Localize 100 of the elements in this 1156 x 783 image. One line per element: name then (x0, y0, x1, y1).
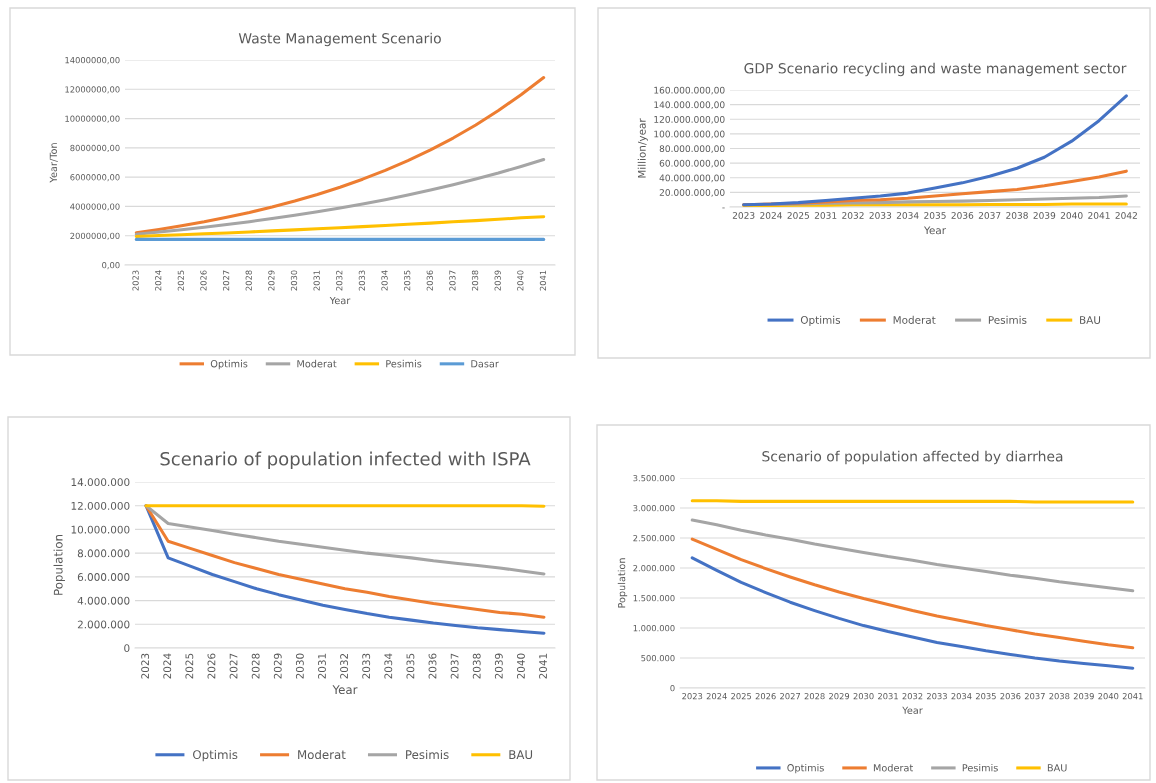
y-axis-title: Population (53, 534, 65, 595)
x-tick-label: 2028 (245, 270, 252, 291)
x-tick-label: 2033 (362, 653, 371, 679)
y-tick-label: 0 (670, 684, 675, 692)
y-tick-label: 80.000.000,00 (659, 145, 725, 153)
y-tick-label: 140.000.000,00 (654, 101, 725, 110)
x-tick-label: 2037 (450, 653, 459, 679)
x-tick-label: 2038 (472, 653, 481, 679)
y-tick-label: 6.000.000 (77, 573, 130, 581)
line-series (690, 556, 1135, 670)
y-axis-title: Million/year (637, 118, 648, 178)
x-tick-label: 2040 (1098, 693, 1119, 700)
x-tick-label: 2036 (426, 270, 433, 291)
y-tick-label: 20.000.000,00 (659, 189, 725, 197)
x-tick-label: 2025 (185, 653, 194, 679)
x-tick-label: 2038 (471, 270, 479, 291)
x-tick-label: 2040 (516, 653, 525, 679)
x-tick-label: 2034 (384, 653, 393, 679)
x-tick-label: 2035 (924, 212, 946, 219)
x-tick-label: 2039 (1073, 693, 1094, 700)
y-tick-label: 14000000,00 (65, 56, 120, 65)
legend-label: BAU (1080, 316, 1101, 324)
x-tick-label: 2024 (760, 212, 782, 219)
y-tick-label: 12.000.000 (71, 501, 130, 510)
legend-label: Dasar (471, 360, 499, 368)
x-tick-label: 2031 (313, 270, 320, 291)
line-series (742, 94, 1128, 207)
x-tick-label: 2032 (336, 270, 343, 291)
x-tick-label: 2029 (829, 693, 850, 700)
y-axis-title: Year/Ton (49, 143, 58, 183)
x-tick-label: 2042 (1115, 212, 1137, 219)
x-tick-label: 2024 (155, 270, 162, 291)
x-tick-label: 2032 (902, 693, 923, 700)
y-tick-label: 2.000.000 (633, 564, 675, 572)
legend-label: Moderat (297, 359, 337, 368)
x-tick-label: 2023 (682, 693, 703, 700)
x-tick-label: 2030 (853, 693, 874, 700)
y-tick-label: 0 (124, 644, 130, 653)
x-tick-label: 2026 (200, 270, 207, 291)
x-tick-label: 2035 (406, 653, 415, 679)
y-tick-label: 0,00 (102, 261, 120, 270)
y-tick-label: 120.000.000,00 (654, 115, 725, 124)
x-tick-label: 2034 (951, 693, 972, 700)
x-axis-title: Year (329, 296, 351, 305)
chart-title: Scenario of population infected with ISPA (160, 451, 531, 470)
y-tick-label: 6000000,00 (70, 174, 120, 182)
x-tick-label: 2030 (295, 653, 304, 679)
x-tick-label: 2039 (1033, 212, 1056, 219)
x-axis-title: Year (902, 706, 923, 715)
x-tick-label: 2041 (1088, 212, 1110, 219)
y-tick-label: 4.000.000 (77, 596, 130, 605)
y-tick-label: 14.000.000 (71, 478, 130, 487)
chart-title: Scenario of population affected by diarrhea (762, 450, 1063, 465)
legend-label: Pesimis (406, 749, 449, 760)
x-axis-title: Year (923, 226, 947, 235)
x-tick-label: 2023 (132, 270, 139, 291)
y-tick-label: 1.500.000 (633, 594, 675, 602)
legend-label: Optimis (210, 359, 248, 370)
x-tick-label: 2027 (222, 270, 230, 291)
x-tick-label: 2036 (951, 212, 974, 219)
x-tick-label: 2039 (494, 653, 503, 679)
x-tick-label: 2040 (1060, 212, 1083, 219)
line-series (134, 158, 546, 236)
x-tick-label: 2028 (804, 693, 825, 700)
y-tick-label: 10000000,00 (65, 115, 120, 123)
legend-label: BAU (1047, 764, 1067, 772)
y-tick-label: 10.000.000 (71, 525, 130, 534)
y-tick-label: 40.000.000,00 (659, 174, 725, 183)
y-tick-label: 100.000.000,00 (654, 130, 725, 139)
x-tick-label: 2041 (1122, 693, 1143, 700)
y-tick-label: 160.000.000,00 (654, 86, 725, 95)
y-tick-label: 2.500.000 (633, 534, 675, 542)
y-tick-label: 60.000.000,00 (659, 159, 725, 168)
legend-label: Optimis (193, 749, 238, 762)
x-tick-label: 2025 (177, 270, 184, 291)
legend-label: Moderat (298, 749, 346, 760)
x-tick-label: 2037 (449, 270, 456, 291)
x-tick-label: 2033 (869, 212, 892, 219)
x-tick-label: 2041 (539, 270, 547, 291)
legend-label: Optimis (787, 763, 824, 774)
y-tick-label: 3.000.000 (633, 504, 675, 512)
y-tick-label: 4000000,00 (70, 203, 120, 211)
legend-label: Optimis (800, 315, 841, 326)
chart-title: GDP Scenario recycling and waste management sector (744, 62, 1127, 77)
legend-label: Moderat (873, 763, 913, 772)
x-tick-label: 2041 (539, 653, 547, 679)
y-tick-label: 8.000.000 (77, 549, 130, 558)
x-tick-label: 2023 (732, 212, 755, 219)
x-tick-label: 2025 (731, 693, 752, 700)
x-tick-label: 2036 (1000, 693, 1021, 700)
x-tick-label: 2023 (141, 653, 150, 679)
x-tick-label: 2038 (1049, 693, 1070, 700)
x-tick-label: 2035 (975, 693, 996, 700)
x-tick-label: 2029 (268, 270, 275, 291)
line-series (134, 76, 546, 235)
x-tick-label: 2033 (926, 693, 947, 700)
x-tick-label: 2024 (163, 653, 172, 679)
legend-label: Pesimis (988, 315, 1027, 324)
y-tick-label: - (722, 207, 725, 209)
x-tick-label: 2039 (494, 270, 501, 291)
